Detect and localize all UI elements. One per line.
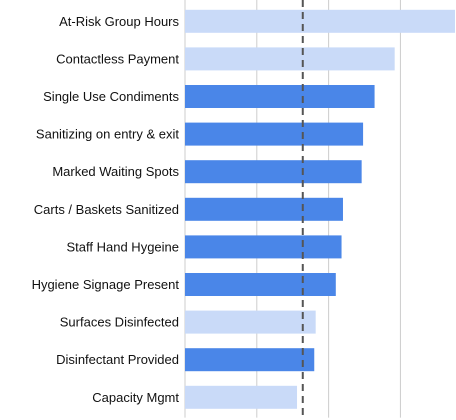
bar	[185, 348, 315, 372]
bar	[185, 273, 336, 296]
bar	[185, 235, 342, 259]
bar	[185, 197, 343, 221]
category-label: Sanitizing on entry & exit	[36, 127, 179, 142]
category-label: Capacity Mgmt	[92, 390, 179, 405]
category-label: Surfaces Disinfected	[60, 315, 179, 330]
category-labels: At-Risk Group Hours Contactless Payment Si…	[32, 14, 180, 405]
bars	[185, 9, 455, 409]
bar	[185, 160, 362, 184]
category-label: Carts / Baskets Sanitized	[34, 202, 179, 217]
bar	[185, 9, 455, 33]
bar	[185, 385, 298, 409]
category-label: Disinfectant Provided	[56, 352, 179, 367]
category-label: Staff Hand Hygeine	[67, 239, 180, 254]
bar	[185, 122, 364, 146]
category-label: Marked Waiting Spots	[52, 164, 179, 179]
bar	[185, 85, 375, 108]
bar	[185, 47, 395, 71]
category-label: At-Risk Group Hours	[59, 14, 179, 29]
category-label: Hygiene Signage Present	[32, 277, 180, 292]
category-label: Contactless Payment	[56, 51, 179, 66]
category-label: Single Use Condiments	[43, 89, 179, 104]
bar	[185, 310, 316, 334]
